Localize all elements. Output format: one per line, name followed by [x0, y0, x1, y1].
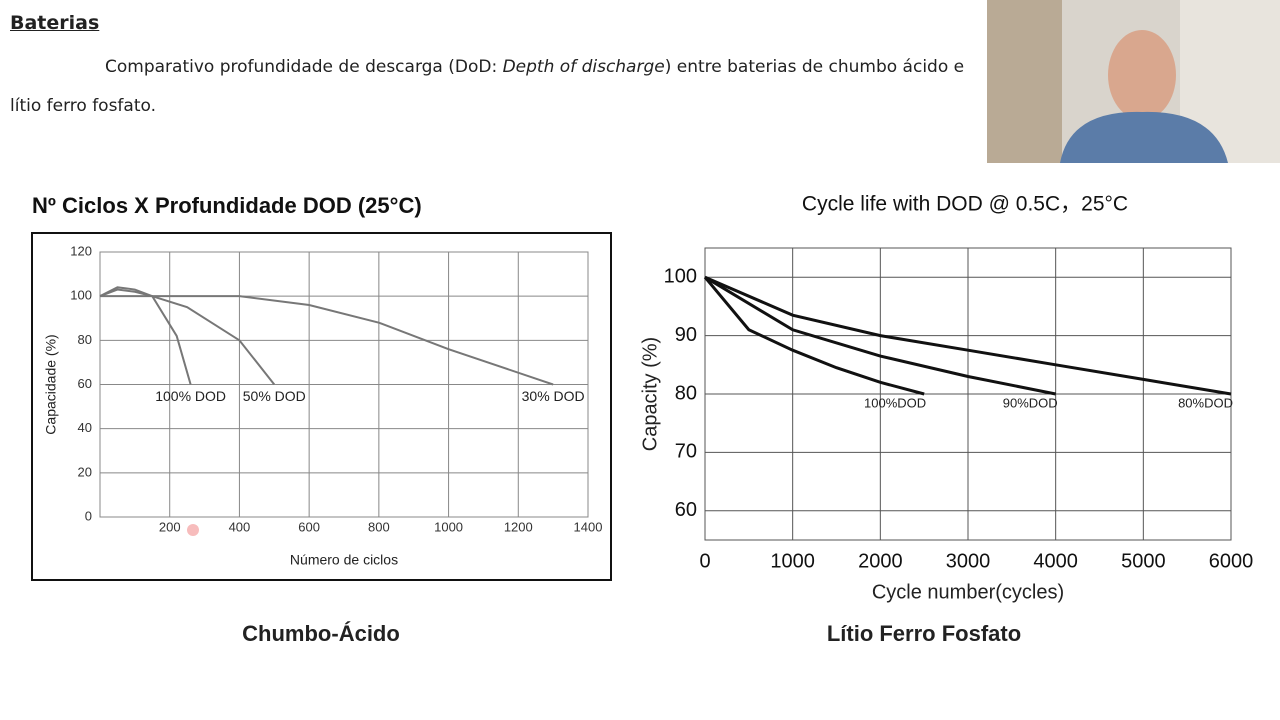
- x-tick-label: 200: [159, 519, 181, 534]
- y-axis-label: Capacity (%): [639, 337, 661, 451]
- shirt: [1060, 111, 1228, 163]
- chart-title: Nº Ciclos X Profundidade DOD (25°C): [32, 193, 422, 218]
- y-tick-label: 80: [675, 382, 697, 404]
- intro-text: Comparativo profundidade de descarga (Do…: [105, 57, 503, 77]
- intro: Comparativo profundidade de descarga (Do…: [10, 48, 970, 126]
- x-tick-label: 6000: [1209, 550, 1254, 572]
- header: Baterias Comparativo profundidade de des…: [10, 12, 970, 126]
- intro-italic: Depth of discharge: [502, 57, 665, 77]
- intro-text: ) entre baterias de chumbo ácido e lítio…: [10, 57, 965, 116]
- x-tick-label: 4000: [1033, 550, 1078, 572]
- title: Baterias: [10, 12, 100, 34]
- series-label: 90%DOD: [1003, 395, 1058, 410]
- webcam: [987, 0, 1280, 163]
- x-axis-label: Número de ciclos: [290, 552, 398, 568]
- x-tick-label: 600: [298, 519, 320, 534]
- x-axis-label: Cycle number(cycles): [872, 581, 1064, 603]
- y-tick-label: 0: [85, 508, 92, 523]
- chart-caption: Chumbo-Ácido: [242, 621, 400, 646]
- series-line: [703, 276, 925, 396]
- series-label: 100% DOD: [155, 388, 226, 404]
- x-tick-label: 2000: [858, 550, 903, 572]
- y-tick-label: 80: [78, 332, 92, 347]
- series-line: [99, 286, 192, 385]
- y-tick-label: 100: [70, 288, 92, 303]
- series-label: 100%DOD: [864, 395, 926, 410]
- shelf: [987, 0, 1062, 163]
- x-tick-label: 0: [699, 550, 710, 572]
- x-tick-label: 1400: [574, 519, 603, 534]
- y-tick-label: 60: [675, 499, 697, 521]
- y-tick-label: 100: [664, 265, 697, 287]
- chart-frame: [31, 232, 612, 581]
- series-line: [704, 275, 1056, 396]
- x-tick-label: 800: [368, 519, 390, 534]
- chart-title: Cycle life with DOD @ 0.5C，25°C: [802, 193, 1128, 216]
- x-tick-label: 1200: [504, 519, 533, 534]
- charts: Nº Ciclos X Profundidade DOD (25°C) Chumb…: [32, 193, 1253, 646]
- x-tick-label: 1000: [434, 519, 463, 534]
- x-tick-label: 1000: [770, 550, 815, 572]
- series-label: 50% DOD: [243, 388, 306, 404]
- chart-caption: Lítio Ferro Fosfato: [827, 621, 1021, 646]
- y-tick-label: 90: [675, 324, 697, 346]
- y-tick-label: 120: [70, 243, 92, 258]
- series-label: 30% DOD: [522, 388, 585, 404]
- series-label: 80%DOD: [1178, 395, 1233, 410]
- x-tick-label: 400: [229, 519, 251, 534]
- series-line: [100, 295, 554, 386]
- face: [1108, 30, 1176, 120]
- y-tick-label: 40: [78, 420, 92, 435]
- y-tick-label: 70: [675, 441, 697, 463]
- x-tick-label: 5000: [1121, 550, 1166, 572]
- y-axis-label: Capacidade (%): [43, 334, 59, 434]
- y-tick-label: 20: [78, 464, 92, 479]
- cursor: [187, 524, 199, 536]
- x-tick-label: 3000: [946, 550, 991, 572]
- y-tick-label: 60: [78, 376, 92, 391]
- plot-frame: [99, 251, 589, 518]
- series-line: [704, 275, 1232, 396]
